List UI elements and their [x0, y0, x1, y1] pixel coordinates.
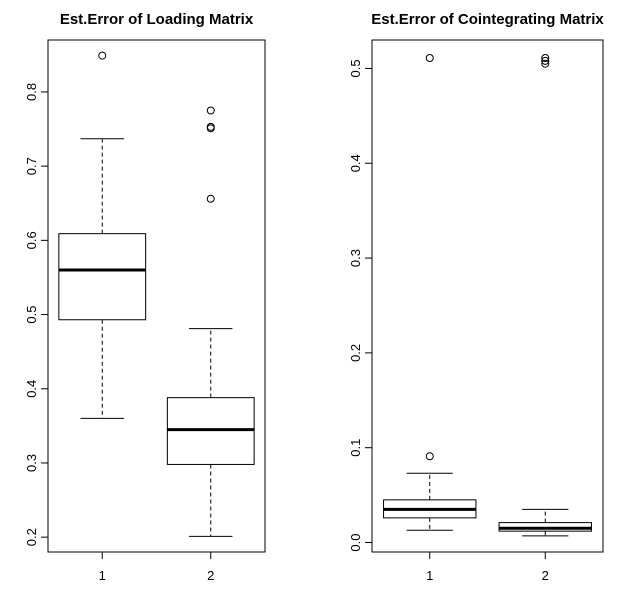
outlier-point: [206, 106, 215, 115]
y-tick-label: 0.0: [348, 533, 363, 551]
y-tick-label: 0.2: [24, 528, 39, 546]
box-2: [498, 54, 592, 537]
x-tick-label: 1: [99, 568, 106, 583]
chart-title: Est.Error of Cointegrating Matrix: [371, 11, 604, 28]
outlier-point: [425, 54, 434, 63]
outlier-point: [206, 194, 215, 203]
y-tick-label: 0.2: [348, 344, 363, 362]
x-tick-label: 2: [542, 568, 549, 583]
y-tick-label: 0.6: [24, 231, 39, 249]
box-1: [383, 54, 477, 531]
box-1: [58, 51, 147, 419]
x-tick-label: 1: [426, 568, 433, 583]
outlier-point: [206, 122, 215, 131]
box-2: [166, 106, 255, 537]
y-tick-label: 0.4: [348, 154, 363, 172]
chart-title: Est.Error of Loading Matrix: [60, 11, 254, 28]
y-tick-label: 0.5: [348, 59, 363, 77]
y-tick-label: 0.1: [348, 439, 363, 457]
outlier-point: [541, 59, 550, 68]
outlier-point: [98, 51, 107, 60]
x-tick-label: 2: [207, 568, 214, 583]
outlier-point: [425, 452, 434, 461]
panel-loading-matrix: Est.Error of Loading Matrix 0.2 0.3 0.4 0.5…: [24, 11, 266, 583]
y-tick-label: 0.8: [24, 83, 39, 101]
y-tick-label: 0.5: [24, 306, 39, 324]
plot-frame: [371, 39, 604, 553]
y-tick-label: 0.4: [24, 380, 39, 398]
y-tick-label: 0.3: [348, 249, 363, 267]
y-tick-label: 0.7: [24, 157, 39, 175]
outlier-point: [541, 56, 550, 65]
panel-cointegrating-matrix: Est.Error of Cointegrating Matrix 0.0 0.1…: [348, 11, 604, 583]
y-tick-label: 0.3: [24, 454, 39, 472]
iqr-box: [58, 233, 147, 321]
outlier-point: [541, 54, 550, 63]
